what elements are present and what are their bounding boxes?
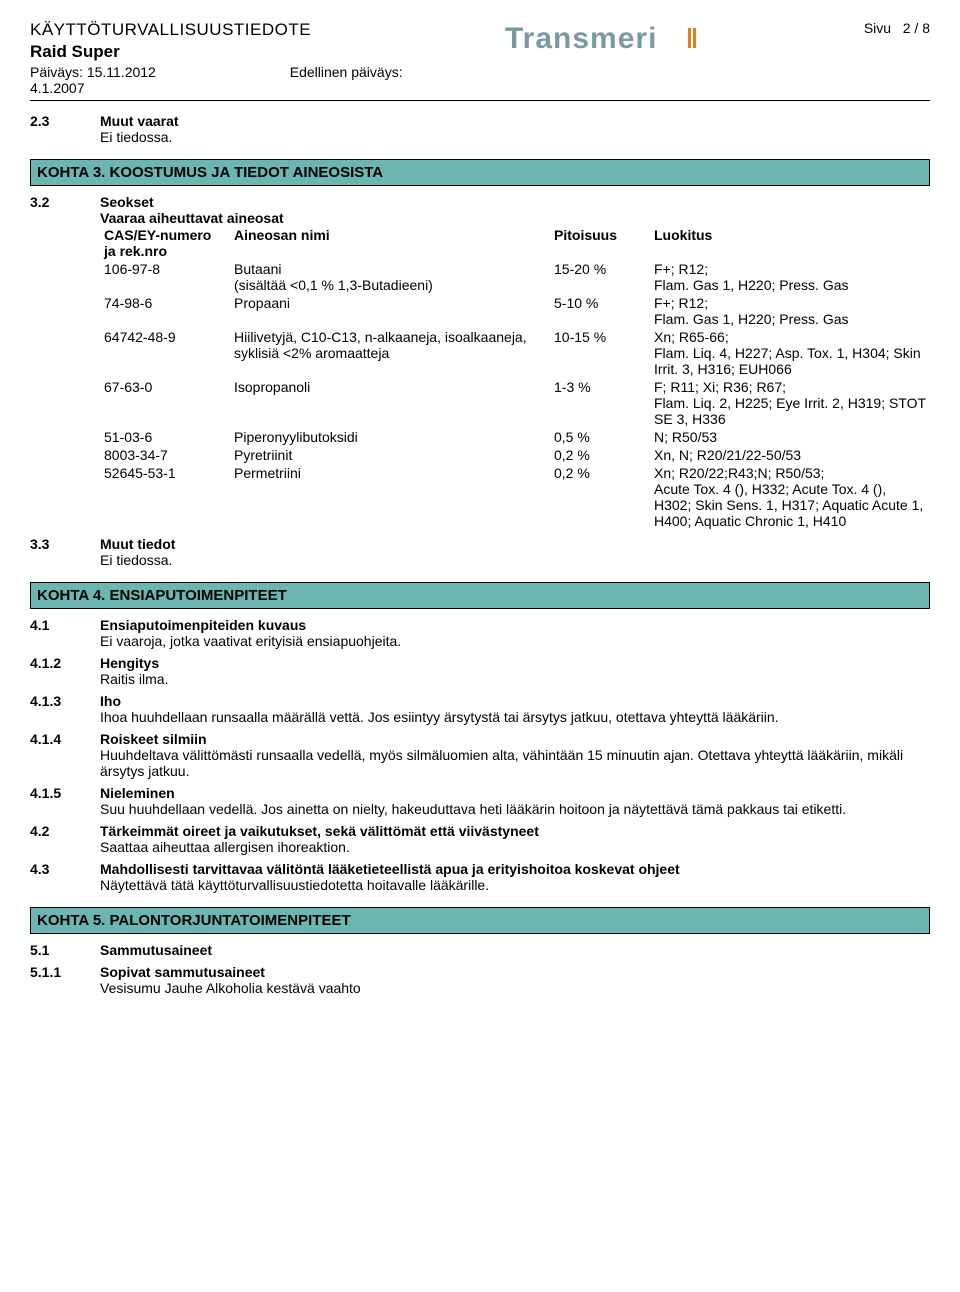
- section-number: 4.1: [30, 617, 100, 649]
- cell-cls: Xn, N; R20/21/22-50/53: [650, 446, 930, 464]
- cell-cls: N; R50/53: [650, 428, 930, 446]
- table-row: 67-63-0Isopropanoli1-3 %F; R11; Xi; R36;…: [100, 378, 930, 428]
- section-number: 4.1.3: [30, 693, 100, 725]
- table-row: 51-03-6Piperonyylibutoksidi0,5 %N; R50/5…: [100, 428, 930, 446]
- section-body: Suu huuhdellaan vedellä. Jos ainetta on …: [100, 801, 930, 817]
- composition-table: CAS/EY-numero ja rek.nro Aineosan nimi P…: [100, 226, 930, 530]
- section-body: Vesisumu Jauhe Alkoholia kestävä vaahto: [100, 980, 930, 996]
- section-body: Ihoa huuhdellaan runsaalla määrällä vett…: [100, 709, 930, 725]
- cell-pct: 15-20 %: [550, 260, 650, 294]
- col-class-header: Luokitus: [650, 226, 930, 260]
- section-body: Näytettävä tätä käyttöturvallisuustiedot…: [100, 877, 930, 893]
- cell-cls: F+; R12; Flam. Gas 1, H220; Press. Gas: [650, 260, 930, 294]
- page-label: Sivu: [864, 20, 891, 36]
- col-cas-header: CAS/EY-numero ja rek.nro: [100, 226, 230, 260]
- cell-pct: 0,5 %: [550, 428, 650, 446]
- section-body: Huuhdeltava välittömästi runsaalla vedel…: [100, 747, 930, 779]
- section-title: Muut tiedot: [100, 536, 930, 552]
- cell-name: Piperonyylibutoksidi: [230, 428, 550, 446]
- svg-text:Transmeri: Transmeri: [505, 22, 657, 55]
- section-number: 4.1.5: [30, 785, 100, 817]
- section-title: Roiskeet silmiin: [100, 731, 930, 747]
- section-title: Muut vaarat: [100, 113, 930, 129]
- section-number: 2.3: [30, 113, 100, 145]
- cell-name: Butaani (sisältää <0,1 % 1,3-Butadieeni): [230, 260, 550, 294]
- cell-pct: 0,2 %: [550, 464, 650, 530]
- cell-name: Isopropanoli: [230, 378, 550, 428]
- date-label: Päiväys:: [30, 64, 83, 80]
- section-title: Tärkeimmät oireet ja vaikutukset, sekä v…: [100, 823, 930, 839]
- section-title: Ensiaputoimenpiteiden kuvaus: [100, 617, 930, 633]
- section-title: Sopivat sammutusaineet: [100, 964, 930, 980]
- section-title: Nieleminen: [100, 785, 930, 801]
- cell-pct: 5-10 %: [550, 294, 650, 328]
- section-subtitle: Vaaraa aiheuttavat aineosat: [100, 210, 930, 226]
- cell-pct: 1-3 %: [550, 378, 650, 428]
- cell-name: Propaani: [230, 294, 550, 328]
- cell-cls: Xn; R65-66; Flam. Liq. 4, H227; Asp. Tox…: [650, 328, 930, 378]
- section-number: 3.3: [30, 536, 100, 568]
- cell-name: Pyretriinit: [230, 446, 550, 464]
- cell-pct: 10-15 %: [550, 328, 650, 378]
- table-row: 8003-34-7Pyretriinit0,2 %Xn, N; R20/21/2…: [100, 446, 930, 464]
- section-number: 5.1: [30, 942, 100, 958]
- cell-cas: 64742-48-9: [100, 328, 230, 378]
- section-3-heading: KOHTA 3. KOOSTUMUS JA TIEDOT AINEOSISTA: [30, 159, 930, 186]
- cell-cas: 74-98-6: [100, 294, 230, 328]
- table-row: 74-98-6Propaani5-10 %F+; R12; Flam. Gas …: [100, 294, 930, 328]
- date-value: 15.11.2012: [87, 64, 156, 80]
- cell-cls: F+; R12; Flam. Gas 1, H220; Press. Gas: [650, 294, 930, 328]
- table-row: 106-97-8Butaani (sisältää <0,1 % 1,3-But…: [100, 260, 930, 294]
- doc-title: KÄYTTÖTURVALLISUUSTIEDOTE: [30, 20, 420, 40]
- cell-cls: Xn; R20/22;R43;N; R50/53; Acute Tox. 4 (…: [650, 464, 930, 530]
- table-row: 52645-53-1Permetriini0,2 %Xn; R20/22;R43…: [100, 464, 930, 530]
- cell-cas: 8003-34-7: [100, 446, 230, 464]
- cell-cas: 106-97-8: [100, 260, 230, 294]
- col-name-header: Aineosan nimi: [230, 226, 550, 260]
- section-body: Ei vaaroja, jotka vaativat erityisiä ens…: [100, 633, 930, 649]
- section-title: Iho: [100, 693, 930, 709]
- section-body: Saattaa aiheuttaa allergisen ihoreaktion…: [100, 839, 930, 855]
- page-number: 2 / 8: [903, 20, 930, 36]
- section-title: Sammutusaineet: [100, 942, 930, 958]
- prev-date-value: 4.1.2007: [30, 80, 85, 96]
- col-pct-header: Pitoisuus: [550, 226, 650, 260]
- section-title: Seokset: [100, 194, 930, 210]
- section-number: 4.1.4: [30, 731, 100, 779]
- table-row: 64742-48-9Hiilivetyjä, C10-C13, n-alkaan…: [100, 328, 930, 378]
- cell-cas: 52645-53-1: [100, 464, 230, 530]
- section-title: Hengitys: [100, 655, 930, 671]
- cell-name: Hiilivetyjä, C10-C13, n-alkaaneja, isoal…: [230, 328, 550, 378]
- section-number: 4.2: [30, 823, 100, 855]
- section-title: Mahdollisesti tarvittavaa välitöntä lääk…: [100, 861, 930, 877]
- section-4-heading: KOHTA 4. ENSIAPUTOIMENPITEET: [30, 582, 930, 609]
- cell-cas: 51-03-6: [100, 428, 230, 446]
- section-number: 4.1.2: [30, 655, 100, 687]
- section-body: Raitis ilma.: [100, 671, 930, 687]
- cell-name: Permetriini: [230, 464, 550, 530]
- product-name: Raid Super: [30, 42, 420, 62]
- section-number: 4.3: [30, 861, 100, 893]
- cell-pct: 0,2 %: [550, 446, 650, 464]
- company-logo: Transmeri: [505, 20, 725, 61]
- prev-date-label: Edellinen päiväys:: [290, 64, 403, 80]
- cell-cas: 67-63-0: [100, 378, 230, 428]
- header-rule: [30, 100, 930, 101]
- section-5-heading: KOHTA 5. PALONTORJUNTATOIMENPITEET: [30, 907, 930, 934]
- section-number: 3.2: [30, 194, 100, 530]
- cell-cls: F; R11; Xi; R36; R67; Flam. Liq. 2, H225…: [650, 378, 930, 428]
- section-body: Ei tiedossa.: [100, 552, 930, 568]
- section-number: 5.1.1: [30, 964, 100, 996]
- section-body: Ei tiedossa.: [100, 129, 930, 145]
